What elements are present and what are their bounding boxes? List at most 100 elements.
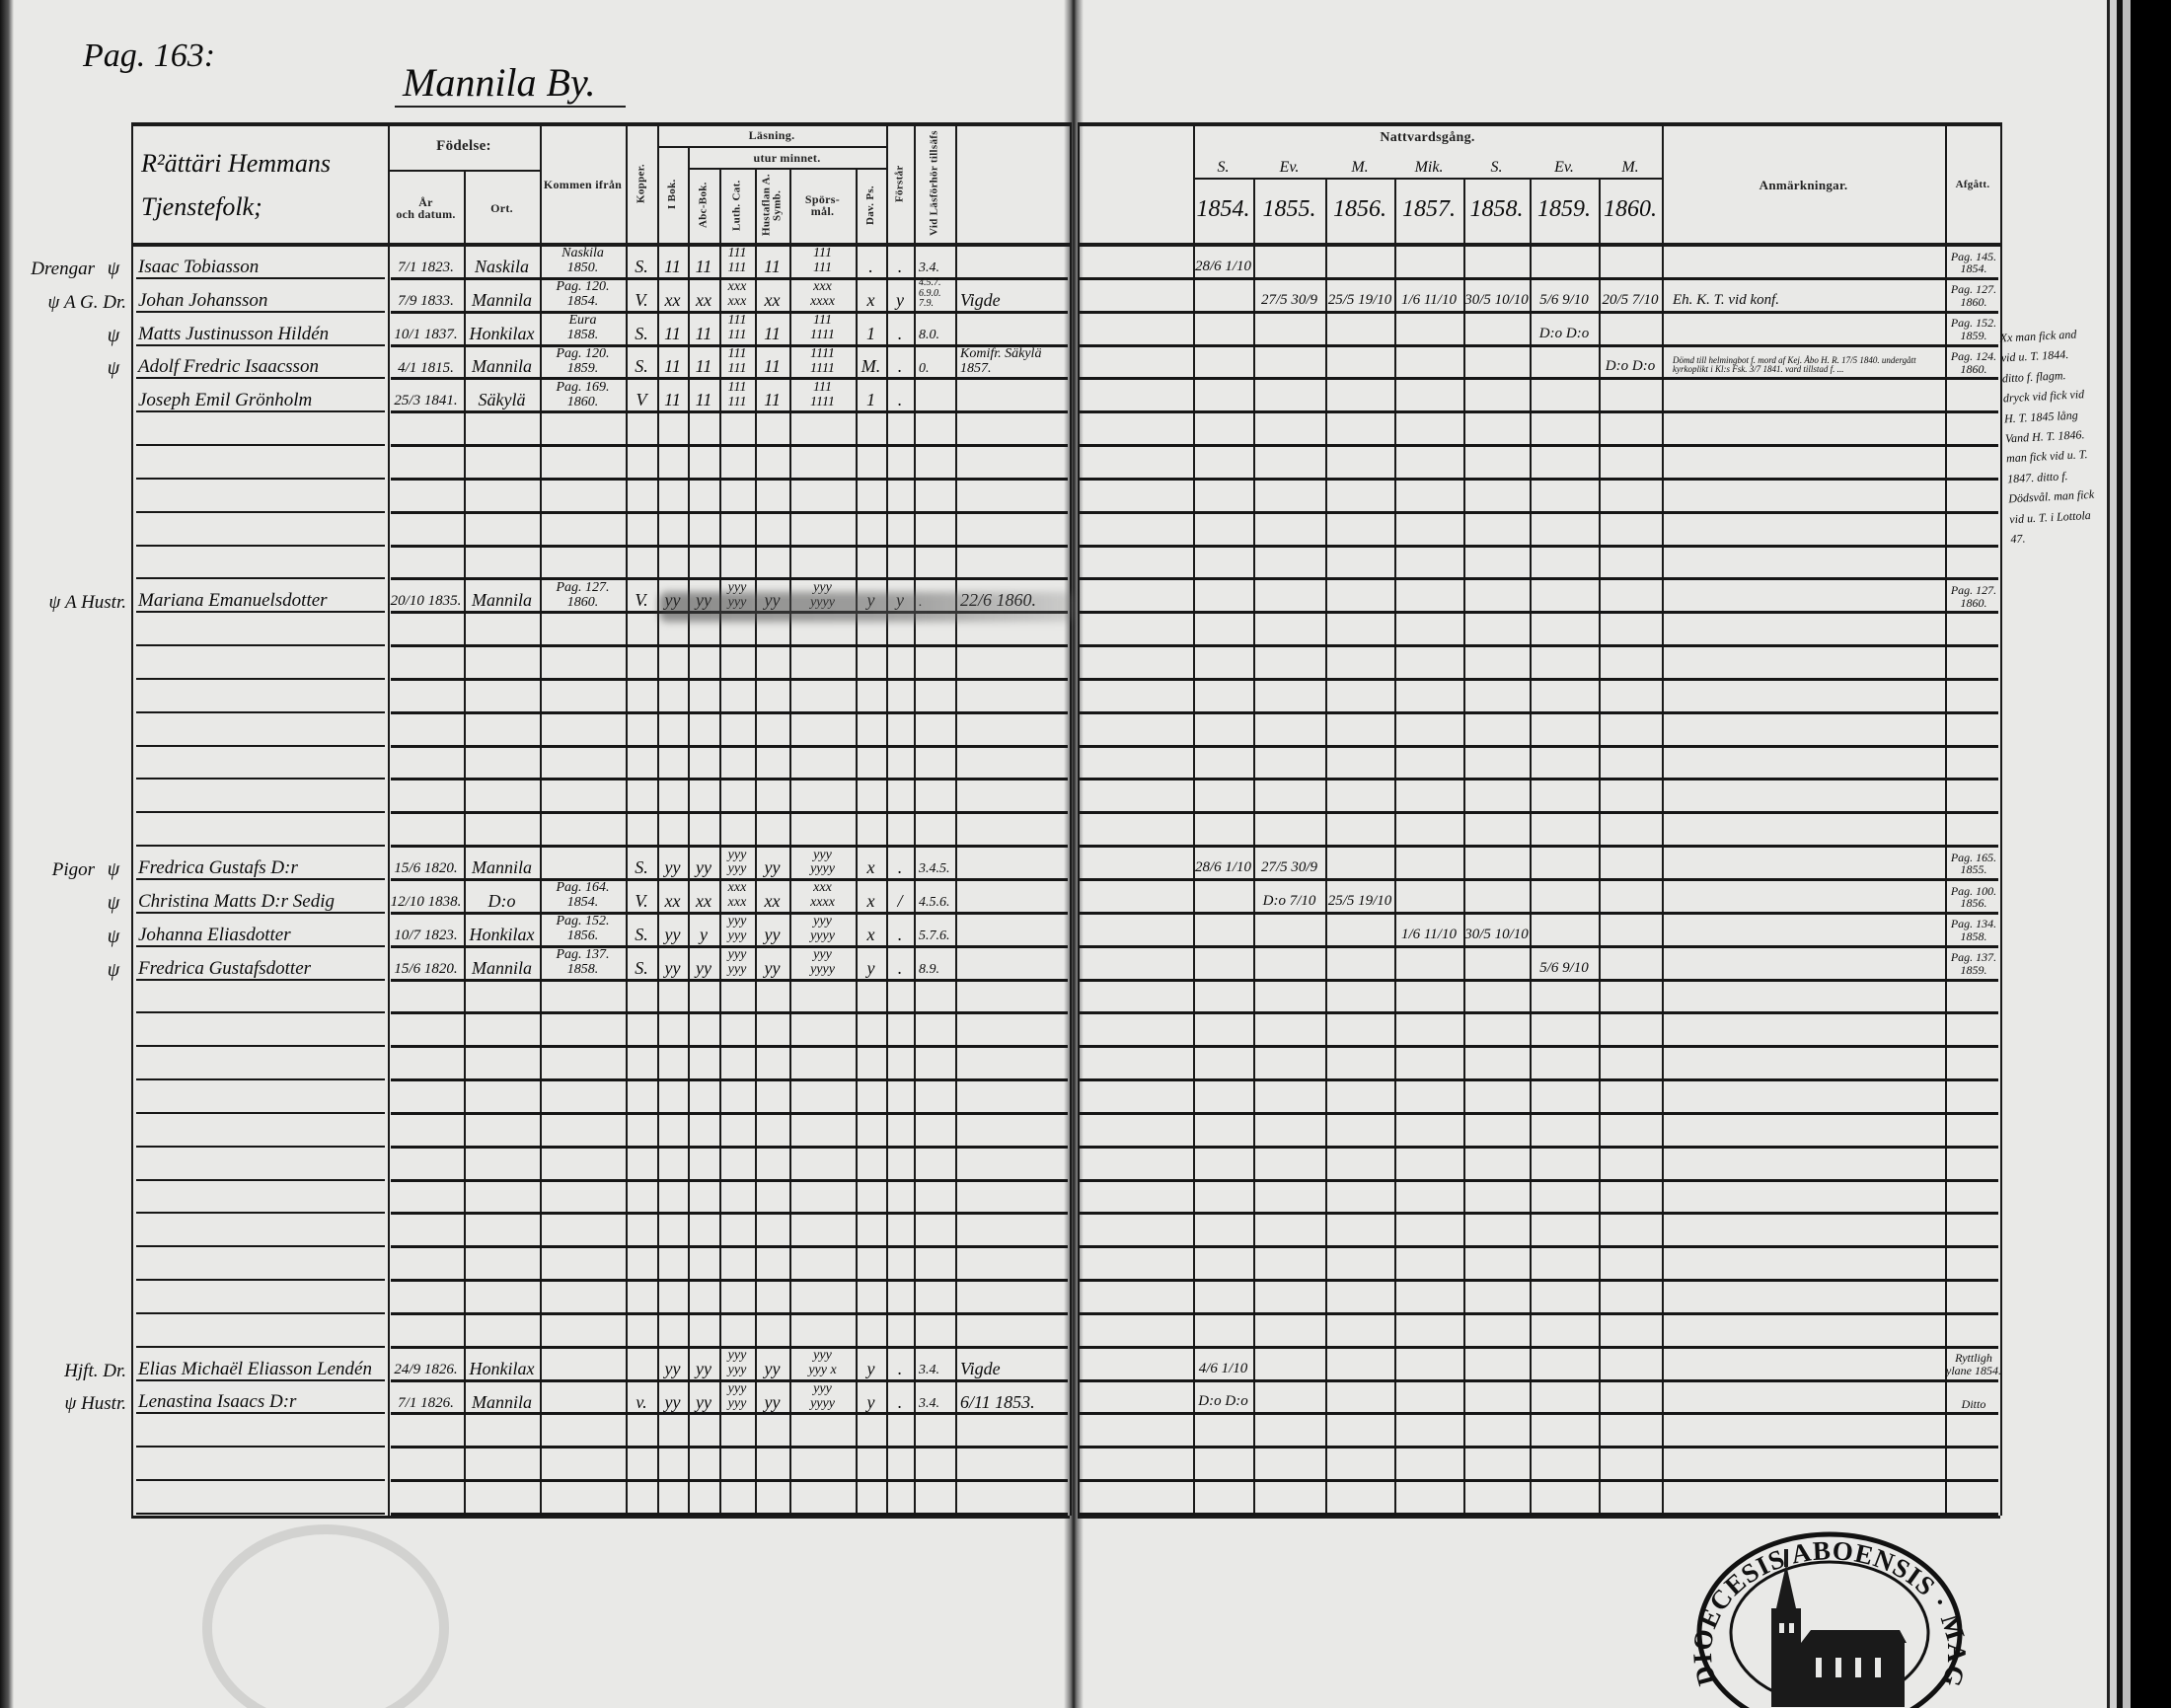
- examination-header: Vid Läsförhör tillsäfs: [928, 130, 940, 237]
- year-header: 1854.: [1196, 196, 1250, 222]
- birth-place: Honkilax: [469, 1358, 535, 1378]
- communion-date: 25/5 19/10: [1327, 291, 1392, 308]
- row-group-label: [10, 915, 95, 946]
- row-rule: [1080, 611, 1998, 615]
- birth-date: 7/1 1823.: [398, 260, 454, 276]
- row-group-label: [10, 347, 95, 379]
- abc-book: yy: [696, 857, 711, 878]
- row-rule: [391, 276, 1068, 280]
- birth-date: 15/6 1820.: [394, 860, 458, 877]
- row-rule: [1080, 343, 1998, 347]
- birth-place: Mannila: [472, 289, 532, 310]
- row-group-label: [10, 948, 95, 980]
- communion-date: 4/6 1/10: [1198, 1360, 1248, 1376]
- catechism: yyy yyy: [727, 914, 747, 943]
- row-rule: [391, 1513, 1068, 1516]
- by-heart-header: utur minnet.: [753, 151, 821, 165]
- header-bottom-rule: [1078, 243, 2000, 247]
- row-rule: [136, 1279, 385, 1282]
- birth-date: 25/3 1841.: [394, 393, 458, 409]
- row-rule: [391, 744, 1068, 748]
- smallpox: S.: [635, 323, 648, 343]
- person-name: Fredrica Gustafsdotter: [138, 957, 312, 979]
- abc-book: 11: [695, 390, 712, 410]
- departed-note: Pag. 165. 1855.: [1950, 850, 1997, 877]
- row-rule: [391, 1045, 1068, 1049]
- row-rule: [391, 1245, 1068, 1249]
- column-rule: [1070, 122, 1072, 1516]
- communion-date: 5/6 9/10: [1539, 291, 1589, 308]
- row-rule: [391, 1078, 1068, 1082]
- person-name: Christina Matts D:r Sedig: [138, 890, 335, 912]
- row-rule: [391, 444, 1068, 448]
- row-rule: [136, 644, 385, 647]
- row-rule: [136, 744, 385, 747]
- year-header: 1858.: [1469, 196, 1524, 222]
- examination: 4.5.6.: [919, 895, 950, 911]
- person-name: Lenastina Isaacs D:r: [138, 1391, 297, 1413]
- catechism: yyy yyy: [727, 1348, 747, 1377]
- row-rule: [1080, 911, 1998, 915]
- row-rule: [136, 1178, 385, 1181]
- row-rule: [1080, 1311, 1998, 1315]
- catechism-header: Luth. Cat.: [730, 180, 743, 231]
- status-mark: ψ: [107, 324, 120, 346]
- household-symbols-header: Hustaflan A. Symb.: [760, 174, 784, 237]
- departed-note: Ryttligh ylane 1854.: [1946, 1351, 2001, 1378]
- row-rule: [391, 911, 1068, 915]
- questions: 1111 1111: [810, 345, 835, 376]
- departed-note: Pag. 124. 1860.: [1950, 349, 1997, 376]
- row-rule: [1080, 677, 1998, 681]
- understanding: .: [897, 356, 903, 377]
- catechism: yyy yyy: [727, 1381, 747, 1411]
- header-rule: [657, 146, 886, 148]
- origin: Pag. 127. 1860.: [556, 579, 610, 610]
- understanding: .: [897, 857, 903, 878]
- row-rule: [1080, 444, 1998, 448]
- birth-date: 15/6 1820.: [394, 960, 458, 977]
- household-symbols: 11: [764, 256, 781, 276]
- communion-date: D:o D:o: [1605, 358, 1656, 375]
- questions: xxx xxxx: [810, 880, 835, 911]
- remark-text: Dömd till helmingbot f. mord af Kej. Åbo…: [1673, 354, 1916, 375]
- row-rule: [391, 1279, 1068, 1283]
- in-book: xx: [664, 289, 681, 310]
- row-rule: [1080, 1145, 1998, 1149]
- birth-date: 24/9 1826.: [394, 1361, 458, 1377]
- abc-book-header: Abc-Bok.: [697, 182, 710, 229]
- row-rule: [1080, 310, 1998, 314]
- row-rule: [391, 677, 1068, 681]
- person-name: Fredrica Gustafs D:r: [138, 856, 298, 878]
- column-rule: [131, 122, 133, 1516]
- psalms: y: [866, 957, 875, 978]
- examination: 4.5.7. 6.9.0. 7.9.: [919, 277, 941, 310]
- in-book-header: I Bok.: [666, 179, 678, 210]
- departed-note: Pag. 145. 1854.: [1950, 249, 1997, 276]
- household-symbols: yy: [764, 1358, 781, 1378]
- row-rule: [136, 1378, 385, 1381]
- row-rule: [136, 710, 385, 713]
- feast-label: S.: [1217, 159, 1230, 176]
- column-rule: [2000, 122, 2002, 1516]
- person-name: Isaac Tobiasson: [138, 256, 260, 277]
- catechism: xxx xxx: [727, 279, 747, 309]
- row-rule: [391, 710, 1068, 714]
- row-rule: [136, 944, 385, 947]
- status-mark: ψ: [107, 958, 120, 981]
- in-book: yy: [664, 924, 681, 944]
- row-rule: [136, 510, 385, 513]
- row-rule: [1080, 1111, 1998, 1115]
- row-rule: [136, 1011, 385, 1014]
- row-group-label: ψ A Hustr.: [48, 592, 127, 614]
- remark-text: Eh. K. T. vid konf.: [1673, 292, 1780, 309]
- row-rule: [1080, 1279, 1998, 1283]
- row-rule: [1080, 710, 1998, 714]
- row-rule: [136, 1111, 385, 1114]
- birth-place: Mannila: [472, 1391, 532, 1412]
- column-rule: [1662, 122, 1664, 1516]
- questions: yyy yyyy: [810, 847, 835, 877]
- household-symbols: 11: [764, 356, 781, 377]
- origin: Pag. 137. 1858.: [556, 947, 610, 977]
- page-reference: Pag. 163:: [83, 37, 216, 74]
- abc-book: xx: [696, 289, 711, 310]
